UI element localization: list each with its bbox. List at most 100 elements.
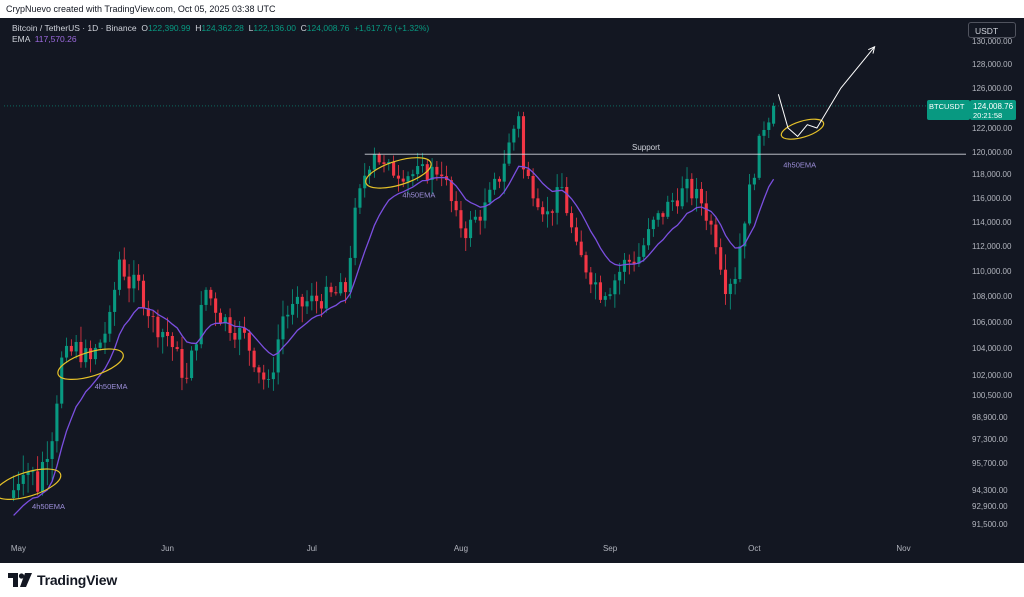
candle-body [420,164,425,167]
price-tick-label: 122,000.00 [972,124,1013,133]
candle-body [478,216,482,221]
tradingview-logo: TradingView [8,570,117,590]
candle-body [319,301,324,309]
candle-body [497,178,501,182]
price-axis[interactable]: 91,500.00 92,900.00 94,300.00 95,700.00 97,3… [966,18,1024,563]
ema-ellipse [57,348,124,380]
candle-body [247,332,251,351]
close-label: C [300,23,307,33]
price-tick-label: 94,300.00 [972,486,1008,495]
candle-body [560,186,564,188]
candle-body [98,342,102,348]
candle-body [45,458,49,462]
price-tick-label: 92,900.00 [972,502,1008,511]
candle-body [579,241,583,256]
candle-body [40,461,45,492]
candle-body [440,174,444,177]
candle-body [353,207,357,258]
candle-body [733,279,737,284]
chart-area[interactable]: Support 4h50EMA 4h50EMA 4h50EMA 4h50EMA 91,5… [0,18,1024,563]
close-value: 124,008.76 [306,23,350,33]
candle-body [502,163,506,182]
candle-body [151,316,155,317]
price-tick-label: 112,000.00 [972,242,1012,251]
time-tick-label: Aug [454,544,468,553]
candle-body [329,286,333,293]
candle-body [661,213,665,217]
candle-body [651,219,655,230]
candle-body [165,331,170,336]
credit-text: CrypNuevo created with TradingView.com, … [6,4,276,14]
candle-body [512,128,516,143]
ema-series-line [13,165,775,516]
symbol-name: Bitcoin / TetherUS · 1D · Binance [12,23,137,33]
annotations: Support 4h50EMA 4h50EMA 4h50EMA 4h50EMA [0,45,966,511]
candle-body [392,161,396,176]
candle-body [16,483,20,491]
candle-body [699,188,703,204]
candle-body [411,174,415,177]
candle-body [483,202,487,221]
ema-ellipse [365,157,432,189]
ema-value: 117,570.26 [34,34,77,44]
candle-body [464,228,468,239]
time-axis[interactable]: May Jun Jul Aug Sep Oct Nov [11,544,911,553]
price-tick-label: 98,900.00 [972,413,1008,422]
candle-body [637,256,641,264]
candle-body [622,259,627,272]
candle-body [507,142,511,164]
candle-body [627,259,631,262]
candle-body [257,367,261,373]
candle-body [598,282,602,300]
candle-body [584,255,588,273]
candlestick-chart[interactable]: Support 4h50EMA 4h50EMA 4h50EMA 4h50EMA 91,5… [0,18,1024,563]
currency-button[interactable]: USDT [968,22,1016,38]
ellipse-label: 4h50EMA [402,191,435,200]
candle-body [377,154,381,163]
candle-body [180,349,184,378]
candle-body [550,211,554,213]
price-tick-label: 126,000.00 [972,84,1013,93]
time-tick-label: Nov [896,544,910,553]
candle-body [358,188,362,208]
candle-body [276,339,280,373]
candle-body [618,271,622,281]
price-tag-box-main [970,100,1016,120]
candle-body [541,207,545,215]
candle-body [608,294,612,297]
candle-body [170,335,174,348]
candle-body [685,178,689,189]
candle-body [281,316,285,340]
tradingview-logo-icon [8,573,32,587]
candle-body [89,348,93,360]
ellipse-label: 4h50EMA [32,502,65,511]
candle-body [223,317,227,324]
candle-body [238,327,242,340]
candle-body [218,312,222,324]
time-tick-label: Jun [161,544,174,553]
candles [12,102,776,502]
low-label: L [248,23,254,33]
candle-body [531,175,535,199]
candle-body [671,200,675,202]
candle-body [295,296,299,304]
candle-body [613,280,617,295]
candle-body [339,282,343,294]
candle-body [175,347,179,350]
candle-body [762,129,766,136]
candle-body [117,259,121,290]
time-tick-label: Oct [748,544,761,553]
candle-body [574,227,578,242]
candle-body [666,201,670,217]
candle-body [113,289,117,312]
candle-body [406,176,410,182]
candle-body [228,317,232,333]
price-tick-label: 97,300.00 [972,435,1008,444]
candle-body [473,216,477,220]
candle-body [748,184,752,224]
footer-bar: TradingView [0,563,1024,597]
candle-body [632,261,636,264]
price-tick-label: 108,000.00 [972,292,1013,301]
candle-body [252,350,256,368]
candle-body [305,301,309,307]
